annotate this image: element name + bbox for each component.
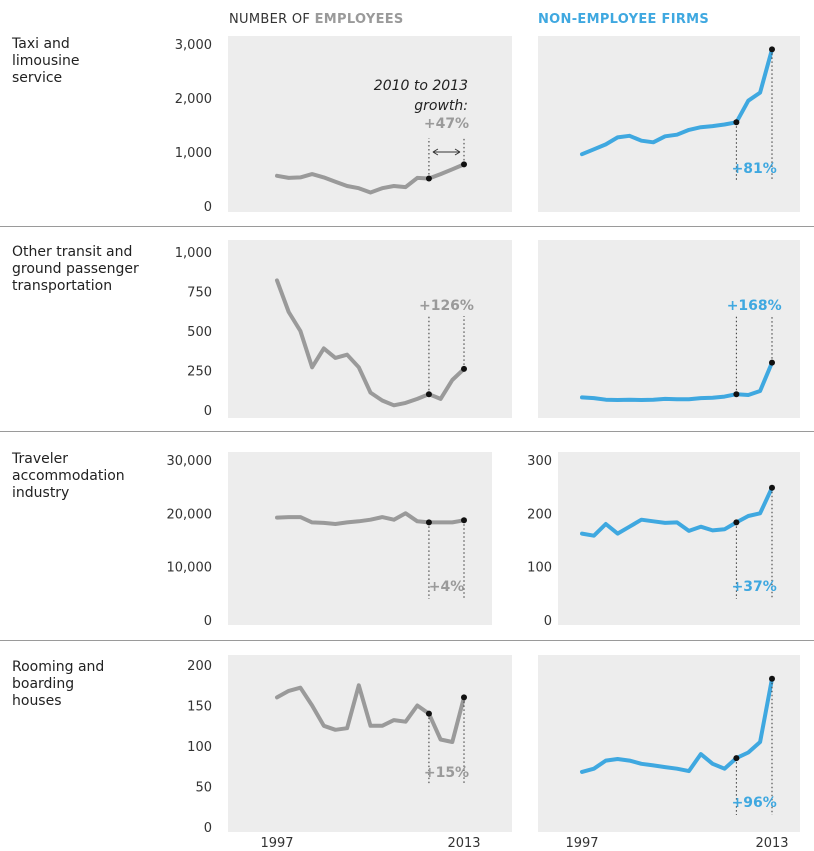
x-tick-label: 2013 bbox=[755, 836, 788, 851]
highlight-point bbox=[461, 365, 467, 372]
y-tick-label: 0 bbox=[204, 614, 212, 629]
panel-background bbox=[538, 240, 800, 418]
annotation-line-1: 2010 to 2013 bbox=[374, 78, 468, 94]
row-label-rooming: Rooming and boarding houses bbox=[12, 659, 105, 709]
panel-background bbox=[538, 36, 800, 212]
range-arrow-heads bbox=[432, 148, 461, 156]
highlight-point bbox=[769, 675, 775, 682]
y-tick-label: 3,000 bbox=[175, 38, 212, 53]
employees-header-prefix: NUMBER OF bbox=[229, 12, 315, 27]
y-tick-label: 0 bbox=[204, 821, 212, 836]
y-tick-label: 100 bbox=[187, 740, 212, 755]
y-tick-label: 250 bbox=[187, 365, 212, 380]
y-tick-label: 200 bbox=[527, 507, 552, 522]
series-line bbox=[275, 511, 466, 526]
row-label-traveler: Traveler accommodation industry bbox=[12, 451, 125, 501]
row-label-taxi: Taxi and limousine service bbox=[12, 36, 80, 86]
employees-header-strong: EMPLOYEES bbox=[314, 12, 404, 27]
y-tick-label: 30,000 bbox=[167, 454, 213, 469]
highlight-point bbox=[461, 694, 467, 701]
series-line bbox=[580, 47, 774, 157]
y-tick-label: 200 bbox=[187, 659, 212, 674]
series-line bbox=[580, 360, 774, 402]
highlight-point bbox=[425, 710, 432, 717]
highlight-point bbox=[733, 519, 740, 526]
highlight-point bbox=[733, 119, 740, 126]
series-line bbox=[580, 485, 774, 538]
highlight-point bbox=[461, 161, 467, 168]
y-tick-label: 10,000 bbox=[167, 561, 213, 576]
growth-label: +47% bbox=[424, 116, 469, 132]
panel-background bbox=[228, 452, 492, 625]
highlight-point bbox=[769, 484, 775, 491]
annotation-line-2: growth: bbox=[414, 98, 468, 114]
growth-label: +96% bbox=[732, 795, 777, 811]
highlight-point bbox=[425, 391, 432, 398]
series-line bbox=[275, 278, 466, 408]
y-tick-label: 300 bbox=[527, 454, 552, 469]
highlight-point bbox=[425, 175, 432, 182]
panel-background bbox=[558, 452, 800, 625]
panel-background bbox=[228, 655, 512, 832]
x-tick-label: 1997 bbox=[565, 836, 598, 851]
growth-label: +37% bbox=[732, 579, 777, 595]
y-tick-label: 1,000 bbox=[175, 246, 212, 261]
y-tick-label: 750 bbox=[187, 286, 212, 301]
y-tick-label: 500 bbox=[187, 325, 212, 340]
growth-label: +4% bbox=[429, 579, 465, 595]
row-label-transit: Other transit and ground passenger trans… bbox=[12, 244, 139, 294]
y-tick-label: 50 bbox=[195, 781, 212, 796]
y-tick-label: 2,000 bbox=[175, 92, 212, 107]
y-tick-label: 20,000 bbox=[167, 507, 213, 522]
growth-label: +168% bbox=[727, 298, 782, 314]
growth-label: +81% bbox=[732, 161, 777, 177]
highlight-point bbox=[769, 359, 775, 366]
employees-header: NUMBER OF EMPLOYEES bbox=[229, 12, 404, 27]
y-tick-label: 1,000 bbox=[175, 146, 212, 161]
row-separator bbox=[0, 226, 814, 227]
y-tick-label: 150 bbox=[187, 700, 212, 715]
highlight-point bbox=[769, 46, 775, 53]
y-tick-label: 0 bbox=[204, 404, 212, 419]
growth-label: +126% bbox=[419, 298, 474, 314]
growth-label: +15% bbox=[424, 765, 469, 781]
highlight-point bbox=[425, 519, 432, 526]
y-tick-label: 0 bbox=[204, 200, 212, 215]
series-line bbox=[275, 683, 466, 744]
y-tick-label: 0 bbox=[544, 614, 552, 629]
row-separator bbox=[0, 431, 814, 432]
panel-background bbox=[228, 36, 512, 212]
highlight-point bbox=[733, 755, 740, 762]
highlight-point bbox=[461, 517, 467, 524]
series-line bbox=[580, 676, 774, 774]
series-line bbox=[275, 162, 466, 195]
x-tick-label: 2013 bbox=[447, 836, 480, 851]
row-separator bbox=[0, 640, 814, 641]
highlight-point bbox=[733, 391, 740, 398]
nonemployee-header: NON-EMPLOYEE FIRMS bbox=[538, 12, 710, 27]
y-tick-label: 100 bbox=[527, 561, 552, 576]
x-tick-label: 1997 bbox=[260, 836, 293, 851]
